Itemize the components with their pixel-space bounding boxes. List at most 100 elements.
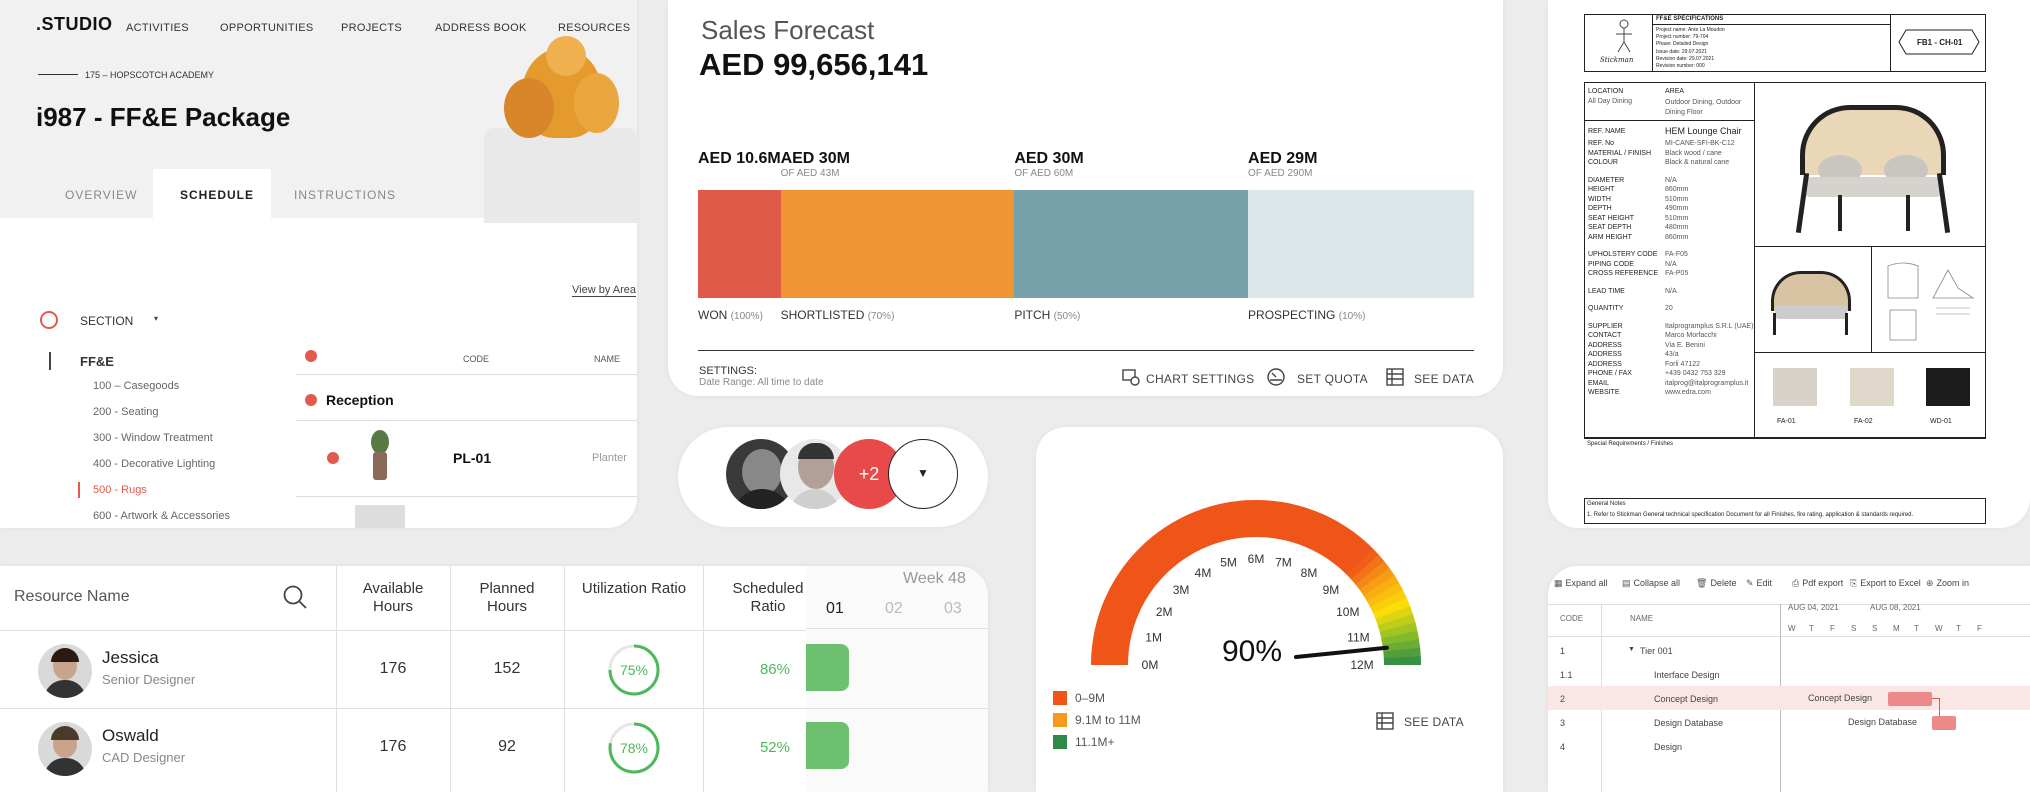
gantt-card: ▦ Expand all ▤ Collapse all 🗑 Delete ✎ Edit ⎙ Pdf…: [1548, 566, 2030, 792]
section-icon[interactable]: [40, 311, 58, 329]
schedule-bar[interactable]: [806, 722, 849, 769]
gantt-row-name[interactable]: Concept Design: [1654, 694, 1719, 704]
gauge-see-data-button[interactable]: SEE DATA: [1404, 715, 1464, 729]
toolbar-button[interactable]: ⎘ Export to Excel: [1850, 578, 1921, 589]
gauge-value: 90%: [1222, 635, 1282, 668]
spec-code-tag: [1898, 29, 1980, 55]
gauge-tick-label: 1M: [1145, 631, 1162, 645]
toolbar-button[interactable]: ✎ Edit: [1746, 578, 1772, 589]
forecast-segment[interactable]: [698, 190, 781, 298]
tree-item-active[interactable]: 500 - Rugs: [93, 484, 147, 496]
gauge-band: [1375, 605, 1414, 627]
search-icon[interactable]: [282, 584, 308, 610]
avatar-dropdown-button[interactable]: ▼: [888, 439, 958, 509]
tree-root[interactable]: FF&E: [80, 354, 114, 369]
gantt-row-code: 1.1: [1560, 670, 1573, 680]
spec-field-label: ARM HEIGHT: [1588, 233, 1632, 241]
person-name[interactable]: Oswald: [102, 726, 159, 745]
swatch[interactable]: [1926, 368, 1970, 406]
gantt-row-name[interactable]: Design Database: [1654, 718, 1724, 728]
segment-value: AED 29M: [1248, 150, 1318, 167]
toolbar-button[interactable]: ⊕ Zoom in: [1926, 578, 1969, 589]
person-role: Senior Designer: [102, 672, 196, 687]
forecast-segment[interactable]: [1014, 190, 1249, 298]
legend-label: 0–9M: [1075, 691, 1106, 705]
nav-resources[interactable]: RESOURCES: [558, 22, 631, 34]
tree-item[interactable]: 600 - Artwork & Accessories: [93, 510, 230, 522]
table-icon[interactable]: [1375, 711, 1395, 731]
toolbar-button[interactable]: ▦ Expand all: [1554, 578, 1608, 589]
nav-activities[interactable]: ACTIVITIES: [126, 22, 189, 34]
spec-header-line: Revision date: 29.07.2021: [1656, 55, 1715, 62]
expand-icon[interactable]: ▼: [1628, 646, 1635, 653]
tab-schedule[interactable]: SCHEDULE: [180, 188, 255, 202]
swatch[interactable]: [1773, 368, 1817, 406]
table-check-icon[interactable]: [305, 350, 317, 362]
set-quota-icon[interactable]: [1266, 367, 1286, 387]
chair-side-image: [1761, 265, 1861, 335]
tab-overview[interactable]: OVERVIEW: [65, 188, 138, 202]
gantt-row-code: 4: [1560, 742, 1566, 752]
nav-opportunities[interactable]: OPPORTUNITIES: [220, 22, 314, 34]
week-day[interactable]: 02: [885, 600, 903, 617]
tree-item[interactable]: 400 - Decorative Lighting: [93, 458, 216, 470]
gantt-row-name[interactable]: Tier 001: [1640, 646, 1673, 656]
spec-header-line: Phase: Detailed Design: [1656, 41, 1709, 48]
week-day[interactable]: 01: [826, 600, 844, 617]
gantt-row-name[interactable]: Design: [1654, 742, 1683, 752]
toolbar-button[interactable]: ▤ Collapse all: [1622, 578, 1680, 589]
avatar[interactable]: [780, 439, 850, 509]
toolbar-label: Pdf export: [1802, 578, 1844, 588]
chair-drawing: [1878, 258, 1978, 344]
toolbar-icon: ⎘: [1850, 578, 1858, 588]
toolbar-button[interactable]: ⎙ Pdf export: [1792, 578, 1843, 589]
legend-swatch: [1053, 735, 1067, 749]
chevron-down-icon[interactable]: ▾: [154, 314, 159, 323]
gantt-bar[interactable]: [1932, 716, 1956, 730]
tree-item[interactable]: 300 - Window Treatment: [93, 432, 213, 444]
gauge-band: [1325, 526, 1354, 562]
avatar[interactable]: [38, 644, 92, 698]
swatch[interactable]: [1850, 368, 1894, 406]
forecast-segment[interactable]: [1248, 190, 1474, 298]
toolbar-icon: ✎: [1746, 578, 1754, 588]
back-arrow-icon[interactable]: [38, 74, 78, 75]
set-quota-button[interactable]: SET QUOTA: [1297, 372, 1368, 386]
gantt-day: M: [1893, 624, 1900, 633]
gantt-bar[interactable]: [1888, 692, 1932, 706]
gantt-day: S: [1851, 624, 1857, 633]
breadcrumb[interactable]: 175 – HOPSCOTCH ACADEMY: [85, 70, 215, 80]
gantt-row-code: 2: [1560, 694, 1566, 704]
table-icon[interactable]: [1385, 367, 1405, 387]
gantt-row-highlight: [1548, 686, 2030, 710]
schedule-bar[interactable]: [806, 644, 849, 691]
tree-item[interactable]: 200 - Seating: [93, 406, 159, 418]
spec-field-value: 860mm: [1665, 233, 1689, 241]
group-check-icon[interactable]: [305, 394, 317, 406]
studio-logo[interactable]: .STUDIO: [36, 14, 113, 34]
nav-address-book[interactable]: ADDRESS BOOK: [435, 22, 527, 34]
chart-settings-button[interactable]: CHART SETTINGS: [1146, 372, 1255, 386]
gauge-tick-label: 7M: [1275, 556, 1292, 570]
gauge-band: [1308, 514, 1332, 552]
settings-value: Date Range: All time to date: [699, 377, 824, 388]
section-label[interactable]: SECTION: [80, 314, 134, 328]
person-name[interactable]: Jessica: [102, 648, 159, 667]
nav-projects[interactable]: PROJECTS: [341, 22, 403, 34]
chart-settings-icon[interactable]: [1121, 367, 1141, 387]
row-code: PL-01: [453, 450, 492, 466]
gantt-row-name[interactable]: Interface Design: [1654, 670, 1720, 680]
toolbar-button[interactable]: 🗑 Delete: [1696, 578, 1736, 589]
view-by-area-link[interactable]: View by Area: [572, 284, 637, 297]
see-data-button[interactable]: SEE DATA: [1414, 372, 1474, 386]
gauge-tick-label: 0M: [1142, 658, 1159, 672]
spec-field-value: Italprogramplus S.R.L (UAE): [1665, 322, 1754, 330]
avatar[interactable]: [38, 722, 92, 776]
forecast-segment[interactable]: [780, 190, 1015, 298]
tab-instructions[interactable]: INSTRUCTIONS: [294, 188, 396, 202]
gauge-band: [1117, 567, 1153, 596]
row-check-icon[interactable]: [327, 452, 339, 464]
week-day[interactable]: 03: [944, 600, 962, 617]
spec-field-label: WEBSITE: [1588, 389, 1620, 396]
tree-item[interactable]: 100 – Casegoods: [93, 380, 180, 392]
